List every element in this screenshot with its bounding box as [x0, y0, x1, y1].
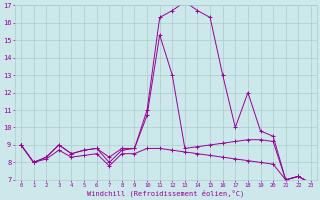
X-axis label: Windchill (Refroidissement éolien,°C): Windchill (Refroidissement éolien,°C) — [87, 190, 244, 197]
